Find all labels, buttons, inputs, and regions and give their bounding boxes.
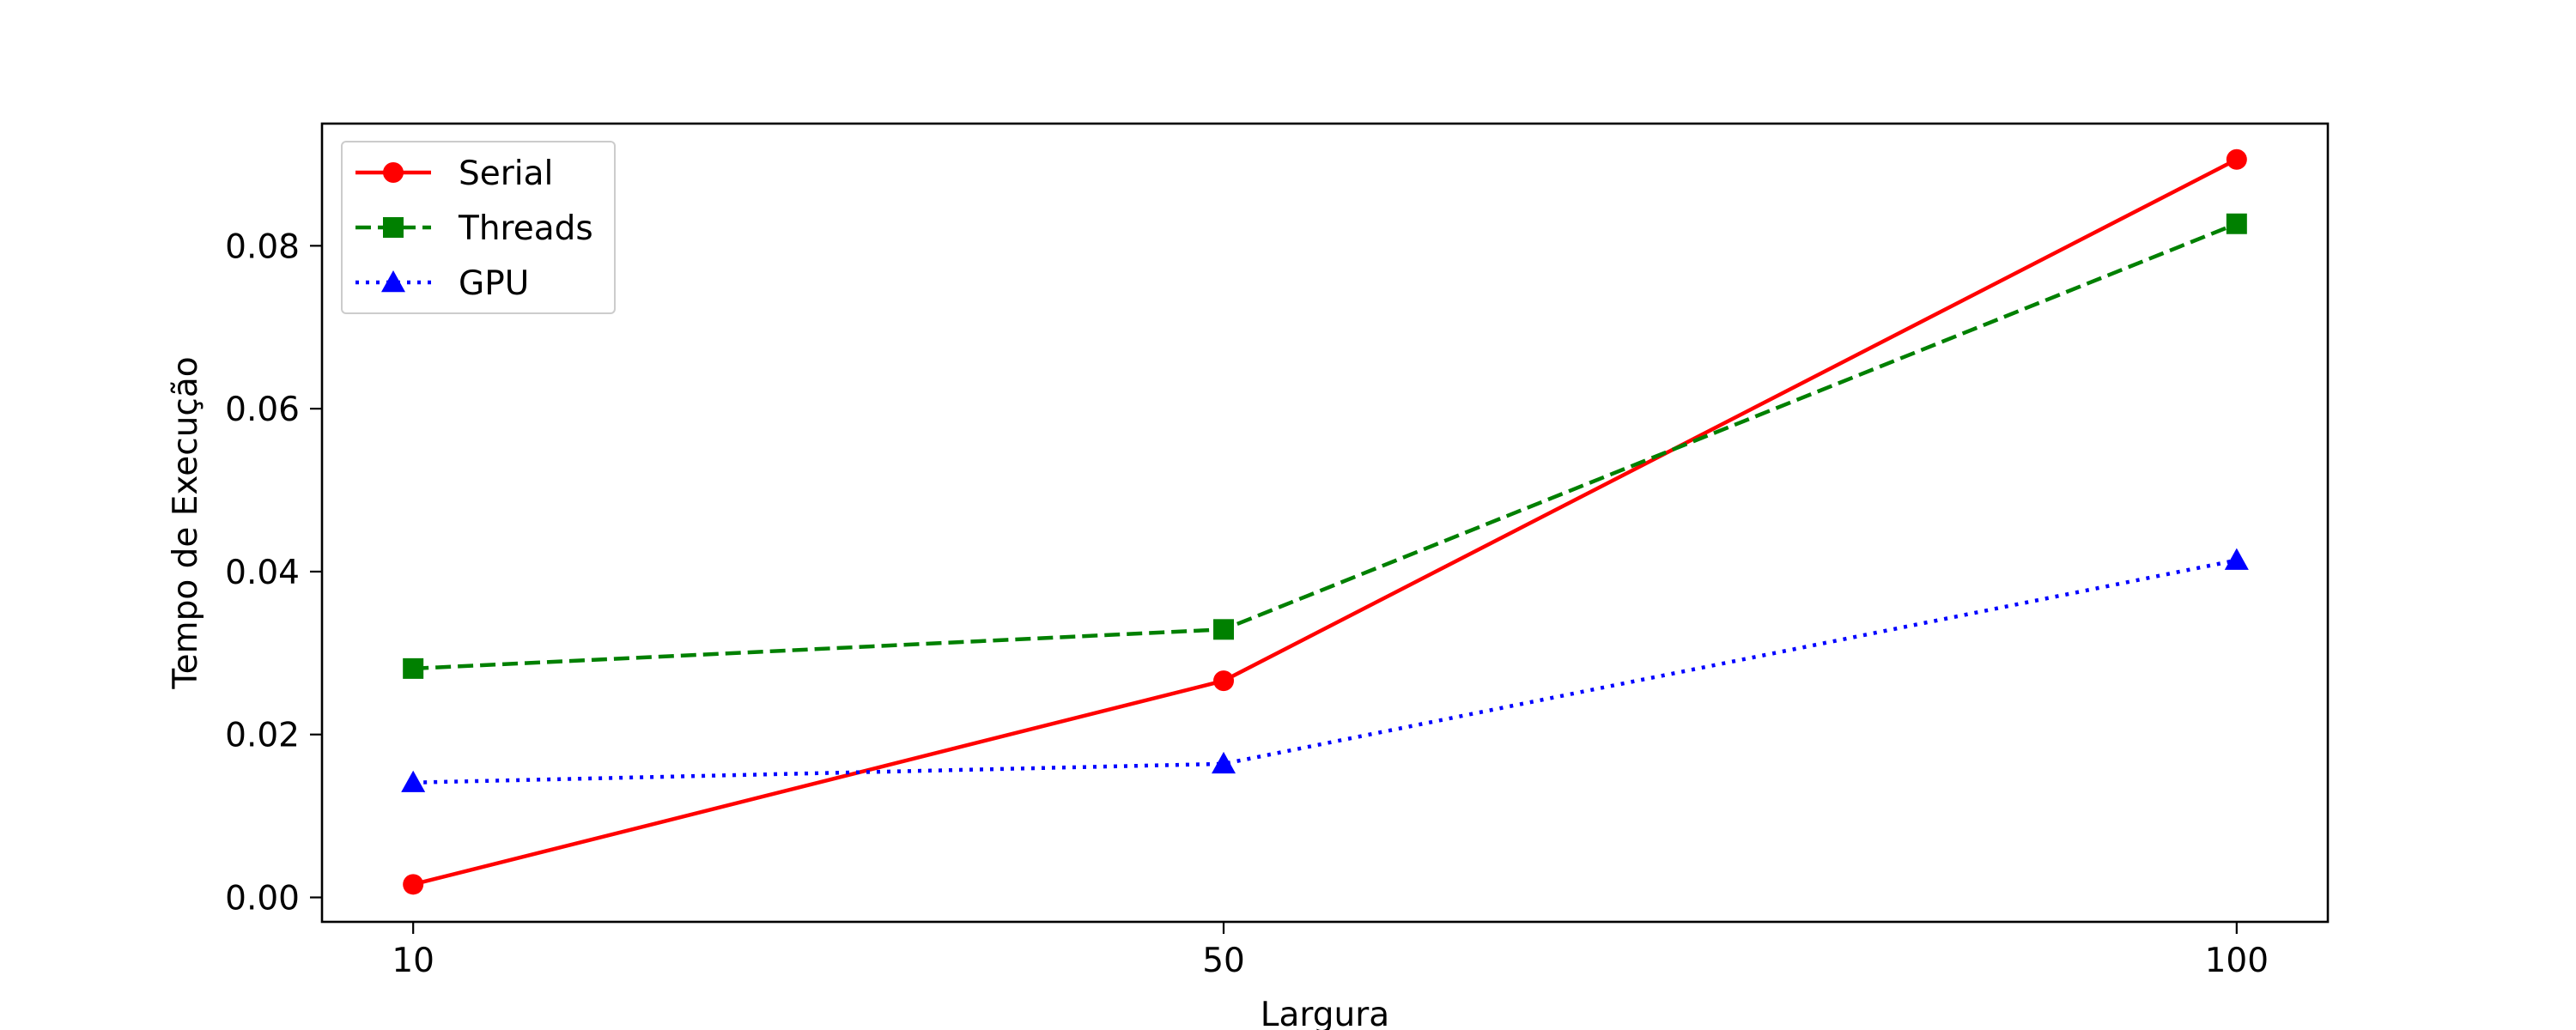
legend-marker bbox=[383, 217, 404, 238]
legend-marker bbox=[383, 162, 404, 183]
legend-item: Threads bbox=[355, 209, 593, 248]
plot-frame bbox=[320, 122, 2330, 924]
x-tick-label: 100 bbox=[2205, 942, 2269, 980]
data-point bbox=[2226, 213, 2247, 234]
legend-marker bbox=[381, 270, 405, 293]
x-axis-ticks: 10 50 100 bbox=[392, 922, 2269, 980]
x-tick-label: 10 bbox=[392, 942, 434, 980]
y-tick-label: 0.08 bbox=[225, 227, 300, 266]
legend-label: Threads bbox=[458, 209, 593, 248]
data-point bbox=[1212, 751, 1236, 774]
data-point bbox=[1213, 670, 1235, 692]
legend: Serial Threads GPU bbox=[341, 141, 616, 314]
data-point bbox=[401, 770, 426, 792]
series-gpu bbox=[401, 548, 2249, 792]
y-tick-label: 0.04 bbox=[225, 554, 300, 592]
y-tick-label: 0.06 bbox=[225, 391, 300, 429]
x-tick-label: 50 bbox=[1202, 942, 1245, 980]
legend-box bbox=[341, 141, 616, 314]
legend-label: GPU bbox=[459, 264, 529, 303]
legend-label: Serial bbox=[459, 154, 553, 193]
y-tick-label: 0.02 bbox=[225, 717, 300, 755]
data-point bbox=[403, 874, 424, 895]
series-line bbox=[413, 558, 2238, 785]
x-axis-label: Largura bbox=[1261, 996, 1389, 1030]
plot-area bbox=[322, 124, 2328, 922]
data-point bbox=[403, 657, 424, 679]
data-point bbox=[2224, 548, 2249, 570]
data-point bbox=[2226, 148, 2247, 170]
y-tick-label: 0.00 bbox=[225, 880, 300, 918]
series-serial bbox=[403, 148, 2247, 895]
series-layer bbox=[401, 148, 2249, 895]
legend-item: GPU bbox=[355, 264, 529, 303]
y-axis-ticks: 0.00 0.02 0.04 0.06 0.08 bbox=[225, 227, 322, 918]
series-threads bbox=[403, 213, 2247, 679]
data-point bbox=[1213, 619, 1235, 640]
y-axis-label: Tempo de Execução bbox=[167, 356, 205, 689]
legend-item: Serial bbox=[355, 154, 553, 193]
